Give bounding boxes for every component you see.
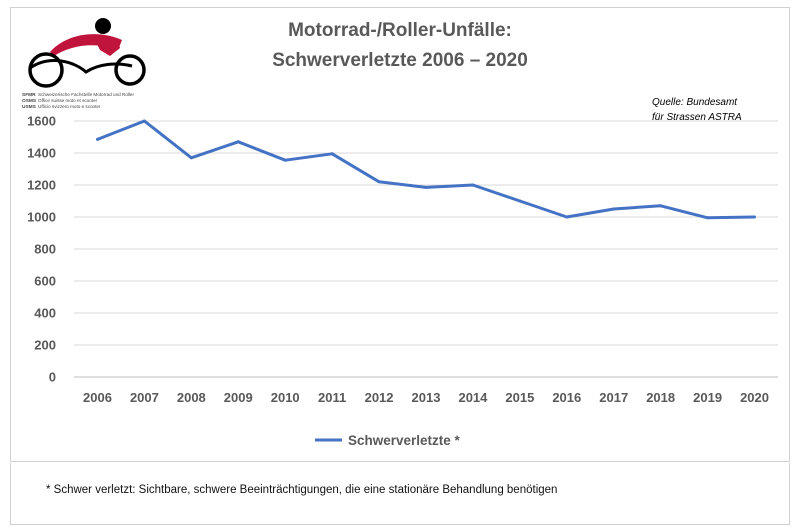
y-tick-label: 200 <box>34 338 56 353</box>
source-note-line-1: Quelle: Bundesamt <box>652 97 738 108</box>
x-tick-label: 2012 <box>365 390 394 405</box>
data-point-2015 <box>518 199 522 203</box>
data-point-2018 <box>659 204 663 208</box>
y-tick-label: 800 <box>34 242 56 257</box>
x-tick-label: 2006 <box>83 390 112 405</box>
data-point-2012 <box>377 180 381 184</box>
y-tick-label: 0 <box>49 370 56 385</box>
data-point-2016 <box>565 215 569 219</box>
x-tick-label: 2011 <box>318 390 346 405</box>
data-point-2006 <box>95 137 99 141</box>
data-point-2011 <box>330 152 334 156</box>
y-tick-label: 1200 <box>27 178 56 193</box>
data-point-2020 <box>753 215 757 219</box>
source-note-line-2: für Strassen ASTRA <box>652 112 742 123</box>
x-tick-label: 2017 <box>599 390 628 405</box>
logo-abbr-2: OSMS <box>22 98 37 104</box>
data-point-2007 <box>142 119 146 123</box>
y-tick-label: 600 <box>34 274 56 289</box>
y-tick-label: 1400 <box>27 146 56 161</box>
series-layer <box>95 119 757 220</box>
x-tick-label: 2019 <box>693 390 722 405</box>
y-tick-label: 1000 <box>27 210 56 225</box>
x-tick-label: 2018 <box>646 390 675 405</box>
x-tick-label: 2007 <box>130 390 159 405</box>
data-point-2009 <box>236 140 240 144</box>
x-tick-label: 2010 <box>271 390 300 405</box>
data-point-2017 <box>612 207 616 211</box>
x-tick-label: 2014 <box>458 390 488 405</box>
series-line <box>96 119 755 220</box>
data-point-2013 <box>424 185 428 189</box>
footnote: * Schwer verletzt: Sichtbare, schwere Be… <box>46 484 558 496</box>
logo-line-3: Ufficio svizzero moto e scooter <box>38 104 101 109</box>
y-tick-label: 1600 <box>27 114 56 129</box>
x-tick-label: 2020 <box>740 390 769 405</box>
logo-line-2: Office suisse moto et scooter <box>38 98 98 103</box>
x-tick-label: 2016 <box>552 390 581 405</box>
footnote-frame <box>10 463 790 525</box>
logo-abbr-3: USMS <box>22 104 37 110</box>
motorcycle-logo-icon: SFMR OSMS USMS Schweizerische Fachstelle… <box>22 18 146 110</box>
legend-label: Schwerverletzte * <box>348 433 461 448</box>
data-point-2014 <box>471 183 475 187</box>
logo-line-1: Schweizerische Fachstelle Motorrad und R… <box>38 92 134 97</box>
logo-abbr-1: SFMR <box>22 92 36 98</box>
y-tick-label: 400 <box>34 306 56 321</box>
chart-title-line-2: Schwerverletzte 2006 – 2020 <box>272 50 528 71</box>
chart-title-line-1: Motorrad-/Roller-Unfälle: <box>288 20 512 41</box>
x-tick-label: 2008 <box>177 390 206 405</box>
data-point-2010 <box>283 158 287 162</box>
data-point-2008 <box>189 156 193 160</box>
axes: 0 200 400 600 800 1000 1200 1400 1600 2006 2007 200… <box>27 114 769 406</box>
gridlines <box>74 120 778 378</box>
x-tick-label: 2009 <box>224 390 253 405</box>
data-point-2019 <box>706 216 710 220</box>
x-tick-label: 2015 <box>505 390 534 405</box>
x-tick-label: 2013 <box>412 390 441 405</box>
logo: SFMR OSMS USMS Schweizerische Fachstelle… <box>20 12 150 114</box>
legend: Schwerverletzte * <box>315 433 461 448</box>
